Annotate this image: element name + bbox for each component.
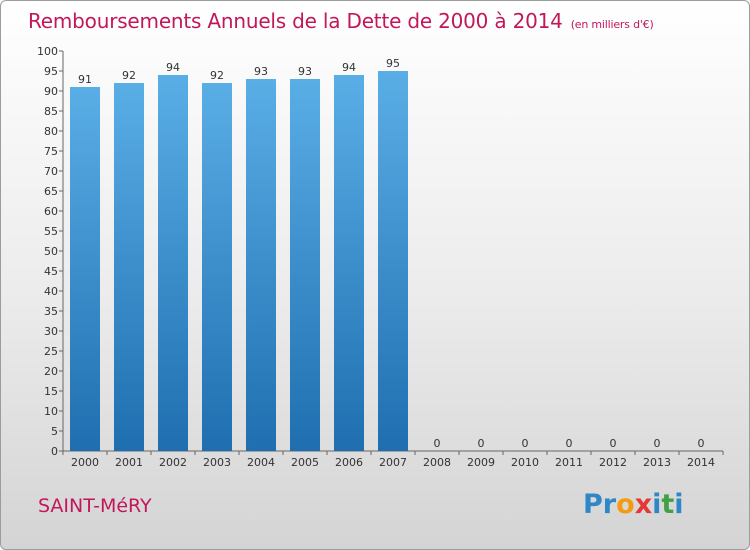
- y-tick-label: 60: [44, 205, 58, 218]
- bar-value-label: 0: [478, 437, 485, 450]
- x-tick-label: 2012: [599, 456, 627, 469]
- bar: [70, 87, 100, 451]
- logo-letter: r: [602, 489, 617, 520]
- x-tick-label: 2001: [115, 456, 143, 469]
- logo-letter: i: [674, 489, 684, 520]
- bar: [158, 75, 188, 451]
- proxiti-logo[interactable]: Proxiti: [583, 489, 684, 520]
- y-tick-label: 80: [44, 125, 58, 138]
- logo-letter: o: [616, 489, 635, 520]
- y-tick-label: 45: [44, 265, 58, 278]
- y-tick-label: 20: [44, 365, 58, 378]
- y-tick-label: 10: [44, 405, 58, 418]
- chart-unit: (en milliers d'€): [570, 18, 654, 31]
- y-tick-label: 85: [44, 105, 58, 118]
- y-tick-label: 50: [44, 245, 58, 258]
- y-tick-label: 40: [44, 285, 58, 298]
- bar-value-label: 0: [654, 437, 661, 450]
- x-tick-label: 2004: [247, 456, 275, 469]
- chart-title: Remboursements Annuels de la Dette de 20…: [28, 9, 654, 33]
- y-tick-label: 15: [44, 385, 58, 398]
- bar: [202, 83, 232, 451]
- bar-value-label: 92: [122, 69, 136, 82]
- bar: [114, 83, 144, 451]
- x-tick-label: 2013: [643, 456, 671, 469]
- bar-value-label: 0: [698, 437, 705, 450]
- x-tick-label: 2009: [467, 456, 495, 469]
- bar: [290, 79, 320, 451]
- bar: [378, 71, 408, 451]
- bar-value-label: 0: [610, 437, 617, 450]
- y-tick-label: 55: [44, 225, 58, 238]
- bar-value-label: 0: [566, 437, 573, 450]
- y-tick-label: 90: [44, 85, 58, 98]
- logo-letter: x: [634, 489, 653, 520]
- y-tick-label: 100: [37, 45, 58, 58]
- y-tick-label: 95: [44, 65, 58, 78]
- bar-value-label: 93: [254, 65, 268, 78]
- x-tick-label: 2014: [687, 456, 715, 469]
- town-name: SAINT-MéRY: [38, 495, 152, 517]
- chart-title-text: Remboursements Annuels de la Dette de 20…: [28, 9, 563, 33]
- x-tick-label: 2005: [291, 456, 319, 469]
- bar-value-label: 0: [522, 437, 529, 450]
- x-tick-label: 2002: [159, 456, 187, 469]
- x-tick-label: 2008: [423, 456, 451, 469]
- x-tick-label: 2003: [203, 456, 231, 469]
- x-tick-label: 2011: [555, 456, 583, 469]
- x-tick-label: 2006: [335, 456, 363, 469]
- x-tick-label: 2000: [71, 456, 99, 469]
- logo-letter: P: [583, 489, 603, 520]
- y-tick-label: 70: [44, 165, 58, 178]
- bar-value-label: 94: [166, 61, 180, 74]
- x-tick-label: 2007: [379, 456, 407, 469]
- bar-value-label: 0: [434, 437, 441, 450]
- y-tick-label: 65: [44, 185, 58, 198]
- y-tick-label: 0: [51, 445, 58, 458]
- y-tick-label: 35: [44, 305, 58, 318]
- bar: [246, 79, 276, 451]
- logo-letter: i: [652, 489, 662, 520]
- x-tick-label: 2010: [511, 456, 539, 469]
- y-tick-label: 5: [51, 425, 58, 438]
- y-tick-label: 25: [44, 345, 58, 358]
- bar-value-label: 95: [386, 57, 400, 70]
- y-tick-label: 75: [44, 145, 58, 158]
- logo-letter: t: [661, 489, 675, 520]
- bar-value-label: 93: [298, 65, 312, 78]
- bar-value-label: 92: [210, 69, 224, 82]
- bar-value-label: 94: [342, 61, 356, 74]
- y-tick-label: 30: [44, 325, 58, 338]
- bar-value-label: 91: [78, 73, 92, 86]
- bar: [334, 75, 364, 451]
